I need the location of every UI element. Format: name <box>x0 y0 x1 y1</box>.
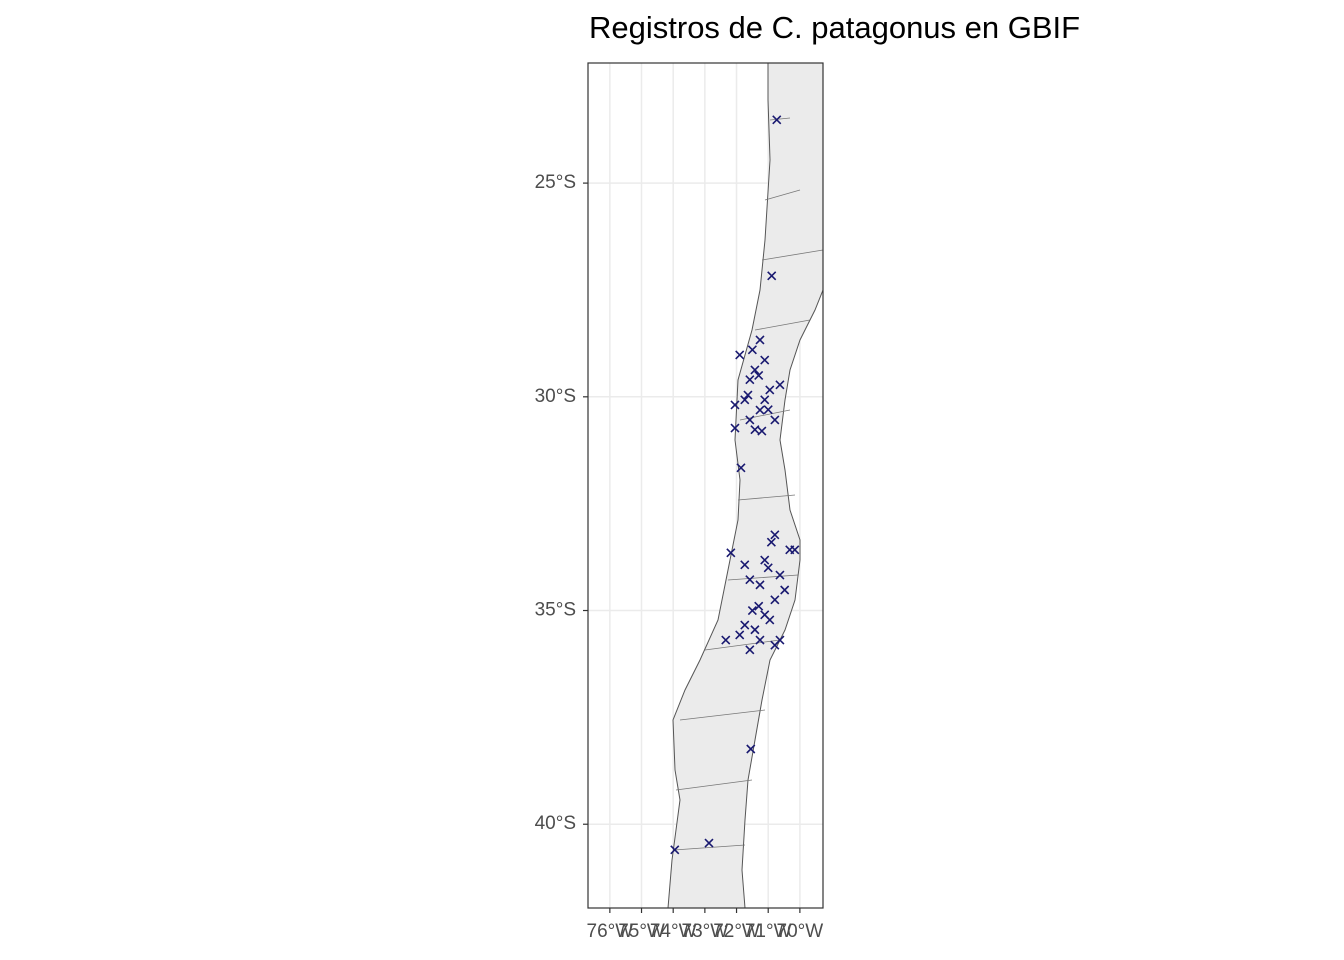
y-tick-label: 40°S <box>535 813 576 834</box>
record-marker <box>735 350 745 360</box>
record-marker <box>770 530 780 540</box>
record-marker <box>755 580 765 590</box>
record-marker <box>765 615 775 625</box>
record-marker <box>790 545 800 555</box>
record-marker <box>767 271 777 281</box>
record-marker <box>740 395 750 405</box>
x-tick-label: 76°W <box>587 921 634 942</box>
x-tick-label: 75°W <box>618 921 665 942</box>
record-marker <box>755 635 765 645</box>
record-marker <box>755 335 765 345</box>
record-marker <box>775 380 785 390</box>
record-marker <box>780 585 790 595</box>
x-tick-label: 74°W <box>650 921 697 942</box>
record-marker <box>755 405 765 415</box>
x-tick-label: 72°W <box>713 921 760 942</box>
record-marker <box>770 595 780 605</box>
record-marker <box>747 345 757 355</box>
record-marker <box>747 605 757 616</box>
record-marker <box>772 115 782 125</box>
record-marker <box>775 635 785 645</box>
record-marker <box>775 570 785 580</box>
record-marker <box>735 630 745 640</box>
record-marker <box>704 838 714 848</box>
record-marker <box>721 635 731 645</box>
record-marker <box>726 548 736 558</box>
record-marker <box>757 426 767 436</box>
record-marker <box>745 575 755 585</box>
record-marker <box>730 423 740 433</box>
record-marker <box>763 405 773 415</box>
record-marker <box>743 390 753 400</box>
record-marker <box>754 370 764 381</box>
panel-border <box>587 62 824 909</box>
x-tick-label: 70°W <box>777 921 824 942</box>
record-marker <box>754 601 764 611</box>
x-tick-label: 73°W <box>682 921 729 942</box>
record-marker <box>750 425 760 435</box>
record-marker <box>765 385 775 395</box>
record-marker <box>746 744 756 754</box>
record-marker <box>740 620 750 630</box>
record-marker <box>736 463 746 473</box>
record-marker <box>763 563 773 573</box>
y-tick-label: 35°S <box>535 600 576 621</box>
record-marker <box>670 845 680 855</box>
borders <box>673 117 824 851</box>
record-marker <box>745 375 755 385</box>
y-tick-label: 25°S <box>535 172 576 193</box>
record-marker <box>740 560 750 570</box>
record-marker <box>750 365 760 375</box>
record-marker <box>760 395 770 405</box>
record-marker <box>766 537 776 547</box>
record-marker <box>750 625 760 635</box>
record-marker <box>745 645 755 655</box>
y-tick-label: 30°S <box>535 386 576 407</box>
record-marker <box>760 555 770 565</box>
chart-title: Registros de C. patagonus en GBIF <box>589 10 1080 45</box>
x-tick-label: 71°W <box>745 921 792 942</box>
land <box>667 62 824 909</box>
record-marker <box>730 400 740 410</box>
record-marker <box>745 415 755 425</box>
record-marker <box>770 415 780 425</box>
record-marker <box>760 355 770 365</box>
